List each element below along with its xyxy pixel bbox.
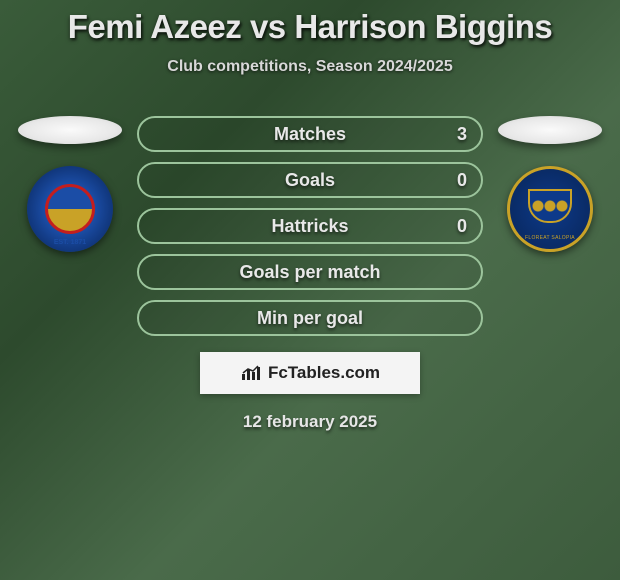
stat-row-hattricks: Hattricks 0 [137,208,483,244]
left-ellipse [18,116,122,144]
date-label: 12 february 2025 [0,412,620,432]
left-column [15,116,125,252]
stat-row-matches: Matches 3 [137,116,483,152]
stat-label: Hattricks [139,216,481,237]
stat-row-goals: Goals 0 [137,162,483,198]
stats-panel: Matches 3 Goals 0 Hattricks 0 Goals per … [137,116,483,336]
stat-value-right: 0 [457,216,467,237]
bar-chart-icon [240,364,262,382]
club-crest-right [507,166,593,252]
stat-label: Goals [139,170,481,191]
page-title: Femi Azeez vs Harrison Biggins [0,0,620,46]
player-left-name: Femi Azeez [68,8,242,45]
subtitle: Club competitions, Season 2024/2025 [0,58,620,76]
stat-value-right: 3 [457,124,467,145]
right-ellipse [498,116,602,144]
vs-label: vs [250,8,286,45]
brand-box[interactable]: FcTables.com [200,352,420,394]
right-column [495,116,605,252]
stat-label: Goals per match [139,262,481,283]
stat-label: Matches [139,124,481,145]
player-right-name: Harrison Biggins [294,8,552,45]
stat-row-goals-per-match: Goals per match [137,254,483,290]
brand-text: FcTables.com [268,363,380,383]
club-crest-left [27,166,113,252]
stat-label: Min per goal [139,308,481,329]
stat-row-min-per-goal: Min per goal [137,300,483,336]
stat-value-right: 0 [457,170,467,191]
content-area: Matches 3 Goals 0 Hattricks 0 Goals per … [0,116,620,336]
